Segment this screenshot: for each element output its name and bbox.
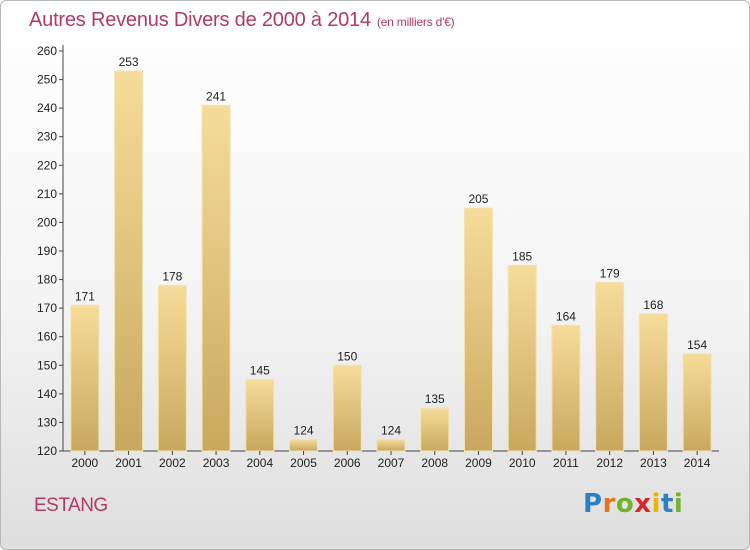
logo-letter: i [673, 489, 684, 519]
y-tick-label: 180 [37, 273, 57, 287]
data-label-2011: 164 [556, 309, 576, 323]
y-tick-label: 240 [37, 101, 57, 115]
x-tick-label-2003: 2003 [203, 456, 230, 470]
x-tick-label-2002: 2002 [159, 456, 186, 470]
data-label-2002: 178 [162, 269, 182, 283]
data-label-2008: 135 [425, 392, 445, 406]
y-tick-label: 260 [37, 44, 57, 58]
bar-2013 [638, 313, 668, 452]
logo-letter: t [660, 489, 674, 519]
y-tick-label: 220 [37, 158, 57, 172]
y-tick-label: 210 [37, 187, 57, 201]
bar-2009 [463, 207, 493, 452]
chart-title-text: Autres Revenus Divers de 2000 à 2014 [29, 9, 371, 31]
x-tick-label-2014: 2014 [684, 456, 711, 470]
bar-2010 [507, 264, 537, 452]
y-tick-label: 250 [37, 73, 57, 87]
bar-2002 [157, 284, 187, 452]
x-tick-label-2005: 2005 [290, 456, 317, 470]
x-tick-label-2012: 2012 [596, 456, 623, 470]
logo-letter: P [583, 489, 603, 519]
x-tick-label-2008: 2008 [421, 456, 448, 470]
y-tick-label: 130 [37, 415, 57, 429]
bar-2012 [595, 281, 625, 452]
data-label-2007: 124 [381, 424, 401, 438]
x-tick-label-2009: 2009 [465, 456, 492, 470]
bar-2007 [376, 439, 406, 452]
data-label-2014: 154 [687, 338, 707, 352]
x-tick-label-2007: 2007 [378, 456, 405, 470]
y-tick-label: 230 [37, 130, 57, 144]
bar-2006 [332, 364, 362, 452]
y-tick-label: 190 [37, 244, 57, 258]
chart-title: Autres Revenus Divers de 2000 à 2014 (en … [29, 9, 455, 32]
proxiti-logo: Proxiti [583, 489, 683, 519]
y-tick-label: 150 [37, 358, 57, 372]
data-label-2005: 124 [294, 424, 314, 438]
data-label-2012: 179 [600, 266, 620, 280]
y-tick-label: 140 [37, 387, 57, 401]
chart-unit-note: (en milliers d'€) [376, 15, 455, 29]
x-tick-label-2011: 2011 [553, 456, 579, 470]
logo-letter: r [602, 489, 616, 519]
bar-2000 [70, 304, 100, 452]
bar-2008 [420, 407, 450, 452]
y-tick-label: 200 [37, 215, 57, 229]
x-tick-label-2000: 2000 [72, 456, 99, 470]
data-label-2010: 185 [512, 249, 532, 263]
data-label-2003: 241 [206, 89, 226, 103]
y-tick-label: 170 [37, 301, 57, 315]
x-tick-label-2013: 2013 [640, 456, 667, 470]
data-label-2004: 145 [250, 364, 270, 378]
data-label-2009: 205 [468, 192, 488, 206]
logo-letter: o [615, 489, 635, 519]
x-tick-label-2006: 2006 [334, 456, 361, 470]
x-tick-label-2004: 2004 [246, 456, 273, 470]
logo-letter: i [651, 489, 661, 519]
x-tick-label-2010: 2010 [509, 456, 536, 470]
x-tick-label-2001: 2001 [115, 456, 142, 470]
bar-2001 [114, 70, 144, 452]
bar-2005 [289, 439, 319, 452]
bar-2014 [682, 353, 712, 452]
data-label-2006: 150 [337, 349, 357, 363]
logo-letter: x [634, 489, 652, 519]
bar-2004 [245, 379, 275, 452]
y-tick-label: 160 [37, 330, 57, 344]
data-label-2013: 168 [643, 298, 663, 312]
bar-2003 [201, 104, 231, 452]
y-tick-label: 120 [37, 444, 57, 458]
data-label-2001: 253 [119, 55, 139, 69]
bar-2011 [551, 324, 581, 452]
commune-name: ESTANG [34, 495, 108, 516]
data-label-2000: 171 [75, 289, 95, 303]
